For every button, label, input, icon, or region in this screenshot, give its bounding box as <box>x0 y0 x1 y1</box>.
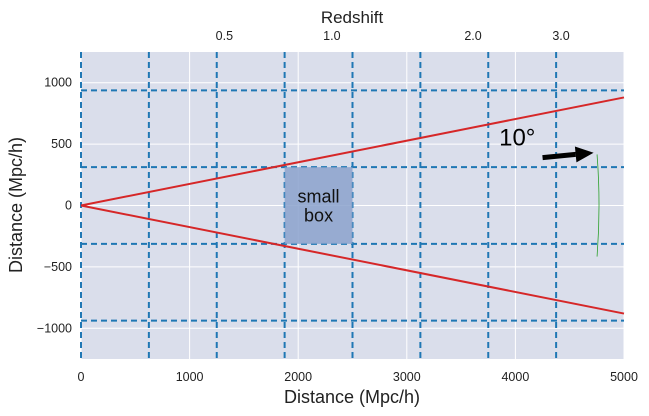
top-tick-label: 3.0 <box>552 29 569 43</box>
top-tick-label: 0.5 <box>216 29 233 43</box>
box-label-line-1: small <box>298 187 340 207</box>
top-tick-labels: 0.5 1.0 2.0 3.0 <box>216 29 570 43</box>
x-tick-label: 3000 <box>393 370 421 384</box>
top-tick-label: 2.0 <box>464 29 481 43</box>
y-tick-label: −500 <box>44 260 72 274</box>
y-tick-label: 1000 <box>44 76 72 90</box>
y-tick-label: 500 <box>51 137 72 151</box>
arrow-head <box>574 146 594 163</box>
angle-arrow <box>542 146 594 163</box>
x-axis-title: Distance (Mpc/h) <box>284 387 420 407</box>
box-label-line-2: box <box>304 206 333 226</box>
small-box <box>284 167 353 244</box>
angle-arc <box>596 154 600 257</box>
arrow-shaft <box>542 151 576 161</box>
y-tick-labels: −1000 −500 0 500 1000 <box>37 76 72 336</box>
x-tick-labels: 0 1000 2000 3000 4000 5000 <box>78 370 638 384</box>
x-tick-label: 4000 <box>501 370 529 384</box>
cone-lines <box>80 96 625 315</box>
cone-line <box>80 204 625 315</box>
x-tick-label: 0 <box>78 370 85 384</box>
y-axis-title: Distance (Mpc/h) <box>6 137 26 273</box>
angle-label: 10° <box>499 124 535 151</box>
y-tick-label: −1000 <box>37 321 72 335</box>
top-axis-title: Redshift <box>321 8 384 27</box>
top-tick-label: 1.0 <box>323 29 340 43</box>
x-tick-label: 5000 <box>610 370 638 384</box>
x-tick-label: 2000 <box>284 370 312 384</box>
cone-line <box>80 96 625 207</box>
y-tick-label: 0 <box>65 199 72 213</box>
x-tick-label: 1000 <box>176 370 204 384</box>
